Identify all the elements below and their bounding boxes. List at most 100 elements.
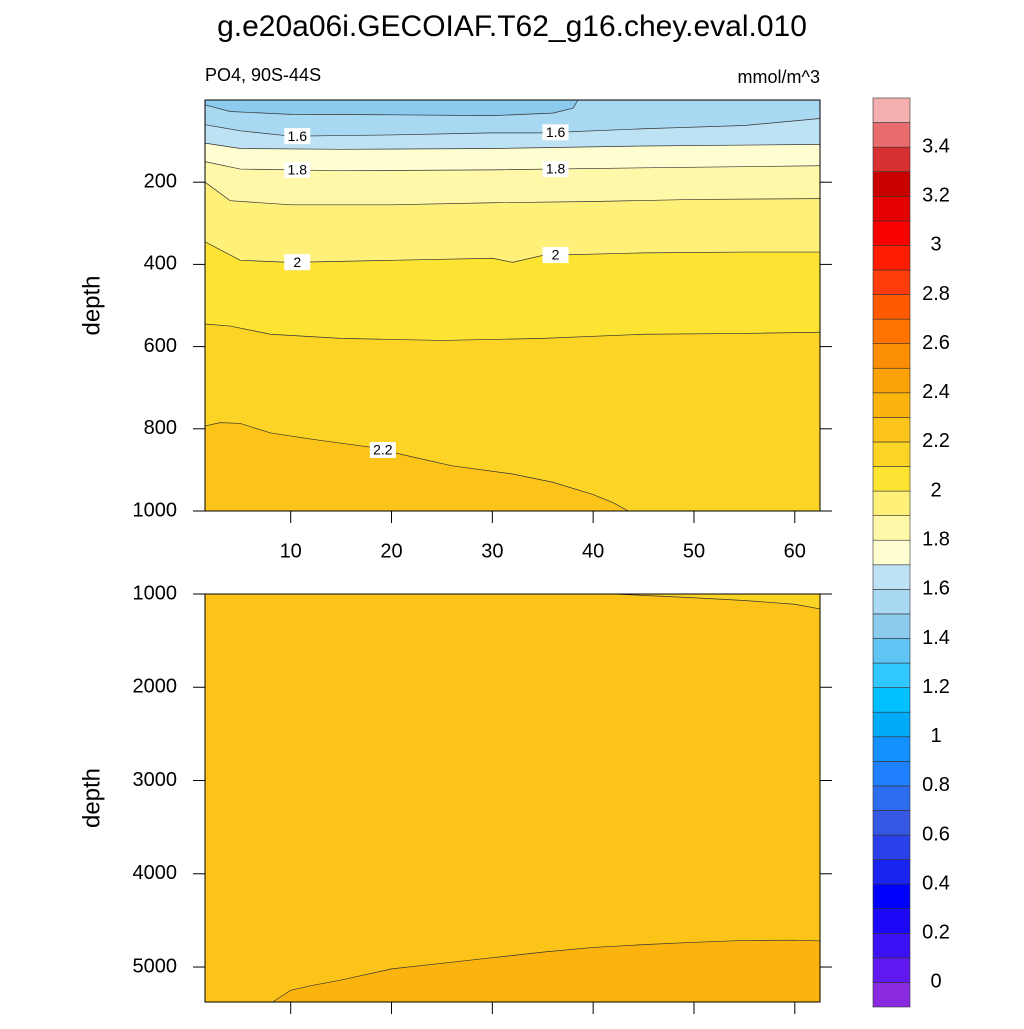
colorbar-box xyxy=(872,982,911,1008)
contour-label-box xyxy=(542,161,569,178)
contour-fill xyxy=(272,940,820,1002)
x-tick-label: 60 xyxy=(784,540,806,562)
colorbar-box xyxy=(872,195,911,222)
contour-label: 1.6 xyxy=(546,124,566,140)
contour-label: 2.2 xyxy=(373,442,393,458)
colorbar-tick-label: 1.6 xyxy=(922,578,950,600)
colorbar-box xyxy=(872,343,911,369)
y-tick-label: 800 xyxy=(144,417,177,439)
colorbar-tick-label: 1 xyxy=(930,725,941,747)
colorbar-box xyxy=(872,785,911,811)
colorbar-box xyxy=(872,957,911,983)
colorbar-tick-label: 2.2 xyxy=(922,430,950,452)
contour-label: 1.6 xyxy=(288,128,308,144)
colorbar-box xyxy=(872,711,911,738)
colorbar-tick-label: 2 xyxy=(930,479,941,501)
chart-title: g.e20a06i.GECOIAF.T62_g16.chey.eval.010 xyxy=(217,10,807,43)
colorbar-box xyxy=(872,810,911,836)
contour-line xyxy=(204,323,821,341)
colorbar-box xyxy=(872,589,911,615)
contour-line xyxy=(204,161,821,172)
colorbar-box xyxy=(872,490,911,516)
colorbar-box xyxy=(872,761,911,787)
colorbar-tick-label: 0.4 xyxy=(922,872,950,894)
colorbar-box xyxy=(872,171,911,197)
colorbar-tick-label: 1.8 xyxy=(922,528,950,550)
y-tick-label: 3000 xyxy=(133,769,178,791)
y-tick-label: 1000 xyxy=(133,582,178,604)
colorbar-box xyxy=(872,146,911,173)
colorbar-box xyxy=(872,932,911,959)
colorbar-box xyxy=(872,269,911,295)
colorbar-box xyxy=(872,515,911,541)
contour-line xyxy=(272,939,821,1003)
x-tick-label: 10 xyxy=(280,540,302,562)
contour-label: 1.8 xyxy=(546,161,566,177)
y-tick-label: 5000 xyxy=(133,955,178,977)
contour-label-box xyxy=(369,441,396,458)
colorbar-tick-label: 3.2 xyxy=(922,185,950,207)
colorbar-box xyxy=(872,220,911,246)
colorbar-box xyxy=(872,859,911,885)
contour-label: 1.8 xyxy=(288,162,308,178)
colorbar-tick-label: 1.2 xyxy=(922,676,950,698)
contour-line xyxy=(204,99,579,116)
contour-line xyxy=(204,181,821,206)
contour-fill xyxy=(205,422,629,511)
y-tick-label: 600 xyxy=(144,335,177,357)
colorbar-box xyxy=(872,908,911,934)
colorbar-box xyxy=(872,662,911,688)
colorbar-box xyxy=(872,834,911,860)
plot-frame xyxy=(204,593,821,1003)
contour-label: 2 xyxy=(293,254,301,270)
colorbar-tick-label: 2.6 xyxy=(922,332,950,354)
contour-line xyxy=(204,118,821,137)
x-tick-label: 30 xyxy=(481,540,503,562)
contour-label-box xyxy=(284,254,311,271)
panel-right-label: mmol/m^3 xyxy=(738,67,820,87)
colorbar-tick-label: 1.4 xyxy=(922,627,950,649)
colorbar-tick-label: 0.2 xyxy=(922,922,950,944)
colorbar-box xyxy=(872,245,911,271)
colorbar-box xyxy=(872,613,911,639)
colorbar-box xyxy=(872,638,911,664)
colorbar-box xyxy=(872,318,911,344)
contour-label-box xyxy=(284,128,311,145)
contour-label: 2 xyxy=(552,247,560,263)
contour-line xyxy=(204,241,820,263)
contour-line xyxy=(613,593,821,610)
x-tick-label: 20 xyxy=(380,540,402,562)
colorbar-tick-label: 0.6 xyxy=(922,823,950,845)
colorbar-box xyxy=(872,564,911,590)
colorbar-tick-label: 0.8 xyxy=(922,774,950,796)
colorbar-tick-label: 2.8 xyxy=(922,283,950,305)
colorbar-tick-label: 0 xyxy=(930,971,941,993)
x-tick-label: 50 xyxy=(683,540,705,562)
contour-label-box xyxy=(542,247,569,264)
colorbar-box xyxy=(872,687,911,713)
colorbar-tick-label: 3.4 xyxy=(922,135,950,157)
contour-label-box xyxy=(542,124,569,141)
y-tick-label: 4000 xyxy=(133,862,178,884)
colorbar-tick-label: 3 xyxy=(930,234,941,256)
colorbar-box xyxy=(872,367,911,394)
plot-frame xyxy=(204,99,821,512)
y-axis-label: depth xyxy=(78,768,105,828)
colorbar-box xyxy=(872,97,911,123)
y-tick-label: 200 xyxy=(144,170,177,192)
y-tick-label: 1000 xyxy=(133,499,178,521)
contour-label-box xyxy=(284,161,311,178)
contour-line xyxy=(204,422,629,512)
colorbar-box xyxy=(872,294,911,320)
x-tick-label: 40 xyxy=(582,540,604,562)
y-tick-label: 400 xyxy=(144,253,177,275)
colorbar-box xyxy=(872,466,911,492)
colorbar-box xyxy=(872,417,911,443)
colorbar-box xyxy=(872,539,911,566)
colorbar-box xyxy=(872,392,911,418)
colorbar-box xyxy=(872,122,911,148)
colorbar-box xyxy=(872,441,911,467)
colorbar-box xyxy=(872,883,911,910)
